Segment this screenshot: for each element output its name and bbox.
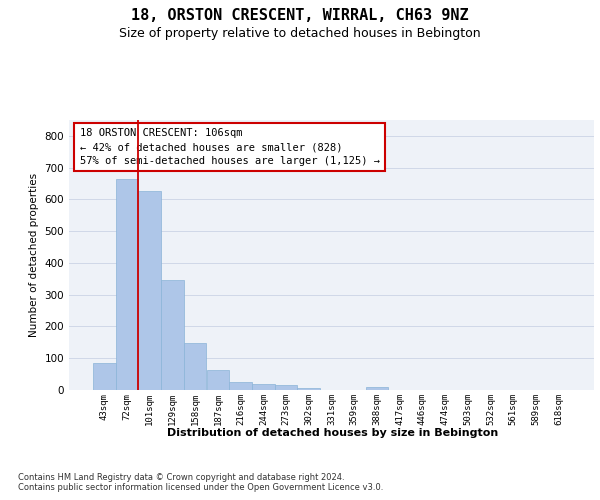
Bar [252,384,275,390]
Text: 18, ORSTON CRESCENT, WIRRAL, CH63 9NZ: 18, ORSTON CRESCENT, WIRRAL, CH63 9NZ [131,8,469,22]
Bar [93,363,116,390]
Bar [298,388,320,390]
Text: Distribution of detached houses by size in Bebington: Distribution of detached houses by size … [167,428,499,438]
Text: Contains HM Land Registry data © Crown copyright and database right 2024.
Contai: Contains HM Land Registry data © Crown c… [18,472,383,492]
Bar [139,190,161,390]
Bar [229,382,252,390]
Text: Size of property relative to detached houses in Bebington: Size of property relative to detached ho… [119,28,481,40]
Bar [206,370,229,390]
Bar [275,385,298,390]
Bar [184,344,206,390]
Bar [116,180,139,390]
Text: 18 ORSTON CRESCENT: 106sqm
← 42% of detached houses are smaller (828)
57% of sem: 18 ORSTON CRESCENT: 106sqm ← 42% of deta… [79,128,380,166]
Bar [161,280,184,390]
Y-axis label: Number of detached properties: Number of detached properties [29,173,39,337]
Bar [365,388,388,390]
